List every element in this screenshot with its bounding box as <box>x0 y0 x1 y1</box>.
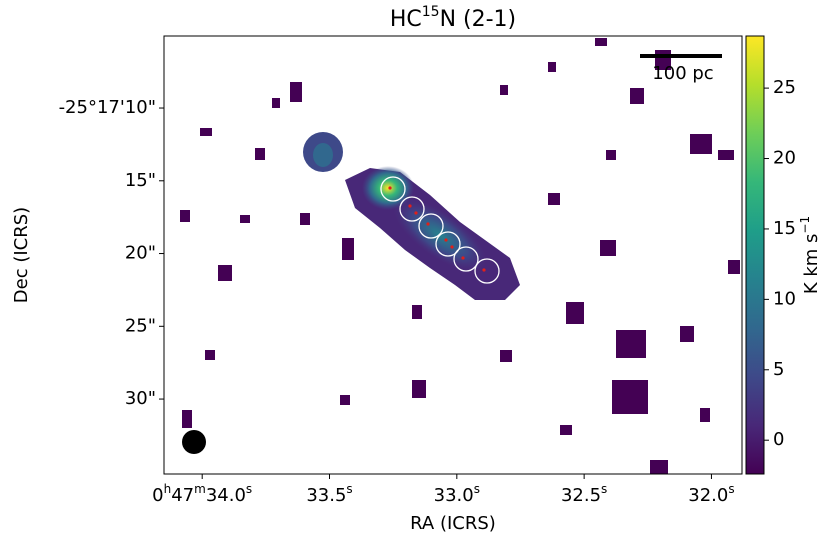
colorbar-tick-label: 5 <box>773 359 784 380</box>
colorbar-tick-label: 10 <box>773 288 796 309</box>
y-axis-label: Dec (ICRS) <box>11 207 32 303</box>
source-circles <box>380 176 500 284</box>
colorbar <box>745 35 765 475</box>
source-dots <box>388 186 486 272</box>
tick-label-part: m <box>194 482 206 496</box>
colorbar-label: K km s−1 <box>798 216 823 294</box>
x-tick-label: 33.0s <box>434 482 480 507</box>
tick-label-part: 32.0 <box>688 485 728 506</box>
tick-label-part: 0 <box>152 485 163 506</box>
colorbar-tick-label: 25 <box>773 77 796 98</box>
chart-title: HC15N (2-1) <box>390 4 516 32</box>
tick-label-part: 33.0 <box>434 485 474 506</box>
scale-bar-label: 100 pc <box>652 63 713 84</box>
title-superscript: 15 <box>422 4 440 20</box>
tick-label-part: s <box>728 482 734 496</box>
emission-blob <box>313 143 333 167</box>
x-tick-label: 0h47m34.0s <box>152 482 252 507</box>
emission-core <box>362 166 414 210</box>
tick-label-part: h <box>164 482 172 496</box>
beam <box>182 430 206 454</box>
tick-label-part: s <box>474 482 480 496</box>
title-part: N (2-1) <box>440 7 517 32</box>
tick-label-part: s <box>601 482 607 496</box>
tick-label-part: s <box>246 482 252 496</box>
x-tick-label: 32.5s <box>561 482 607 507</box>
tick-label-part: 47 <box>171 485 194 506</box>
title-part: HC <box>390 7 422 32</box>
colorbar-tick-label: 0 <box>773 429 784 450</box>
y-tick-label: 25" <box>125 315 156 336</box>
x-tick-label: 33.5s <box>306 482 352 507</box>
tick-label-part: s <box>346 482 352 496</box>
tick-label-part: 33.5 <box>306 485 346 506</box>
x-axis-label: RA (ICRS) <box>410 513 496 534</box>
y-tick-label: -25°17'10" <box>59 97 156 118</box>
y-tick-label: 15" <box>125 170 156 191</box>
y-tick-label: 30" <box>125 388 156 409</box>
colorbar-label-part: K km s <box>801 234 822 295</box>
image-layer <box>163 35 743 475</box>
colorbar-tick-label: 20 <box>773 148 796 169</box>
plot-frame <box>163 35 743 475</box>
noise-patches <box>180 38 740 474</box>
x-tick-label: 32.0s <box>688 482 734 507</box>
colorbar-label-superscript: −1 <box>798 216 812 234</box>
tick-label-part: 34.0 <box>206 485 246 506</box>
y-tick-label: 20" <box>125 243 156 264</box>
colorbar-tick-label: 15 <box>773 218 796 239</box>
tick-label-part: 32.5 <box>561 485 601 506</box>
